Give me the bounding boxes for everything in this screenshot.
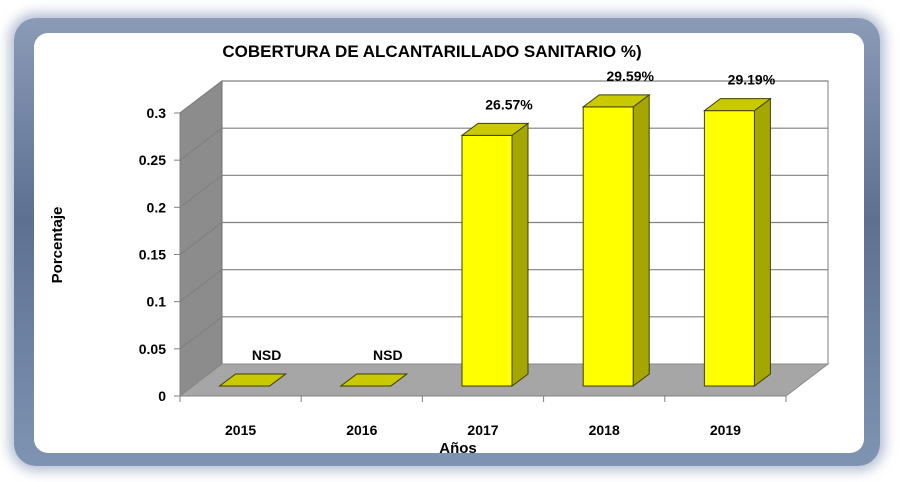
y-axis-label: Porcentaje <box>49 207 66 284</box>
y-tick-label: 0.25 <box>139 152 166 168</box>
y-axis: 0 0.05 0.1 0.15 0.2 0.25 0.3 <box>139 105 181 404</box>
data-label: NSD <box>373 347 403 363</box>
bar-front <box>703 110 755 387</box>
bar-front <box>461 134 513 387</box>
y-tick-label: 0 <box>158 388 166 404</box>
bar-top <box>702 98 772 112</box>
bar <box>460 122 530 387</box>
bar <box>218 373 288 387</box>
y-tick-label: 0.3 <box>147 105 167 121</box>
x-axis: 2015 2016 2017 2018 2019 <box>179 395 787 438</box>
chart-title: COBERTURA DE ALCANTARILLADO SANITARIO %) <box>222 42 641 61</box>
bar-top <box>339 373 409 387</box>
bar-top <box>218 373 288 387</box>
data-label: 26.57% <box>485 96 533 112</box>
x-tick-label: 2016 <box>346 422 377 438</box>
bar <box>339 373 409 387</box>
bar-top <box>460 122 530 136</box>
y-tick-label: 0.1 <box>147 294 167 310</box>
data-label: NSD <box>252 347 282 363</box>
bar-side <box>632 93 650 387</box>
x-tick-label: 2017 <box>467 422 498 438</box>
data-label: 29.59% <box>606 68 654 84</box>
y-tick-label: 0.15 <box>139 247 166 263</box>
gridline <box>179 80 828 114</box>
bar-side <box>753 97 771 387</box>
bar <box>702 97 772 387</box>
y-tick-label: 0.2 <box>147 199 167 215</box>
bar-front <box>582 106 634 387</box>
y-tick-label: 0.05 <box>139 341 166 357</box>
x-axis-label: Años <box>439 440 477 457</box>
bar <box>581 93 651 387</box>
x-tick-label: 2019 <box>710 422 741 438</box>
bar-side <box>511 122 529 387</box>
data-label: 29.19% <box>728 72 776 88</box>
x-tick-label: 2018 <box>589 422 620 438</box>
x-tick-label: 2015 <box>225 422 256 438</box>
bars: NSD NSD 26.57% 29.59% 29.19% <box>218 68 776 387</box>
bar-top <box>581 94 651 108</box>
